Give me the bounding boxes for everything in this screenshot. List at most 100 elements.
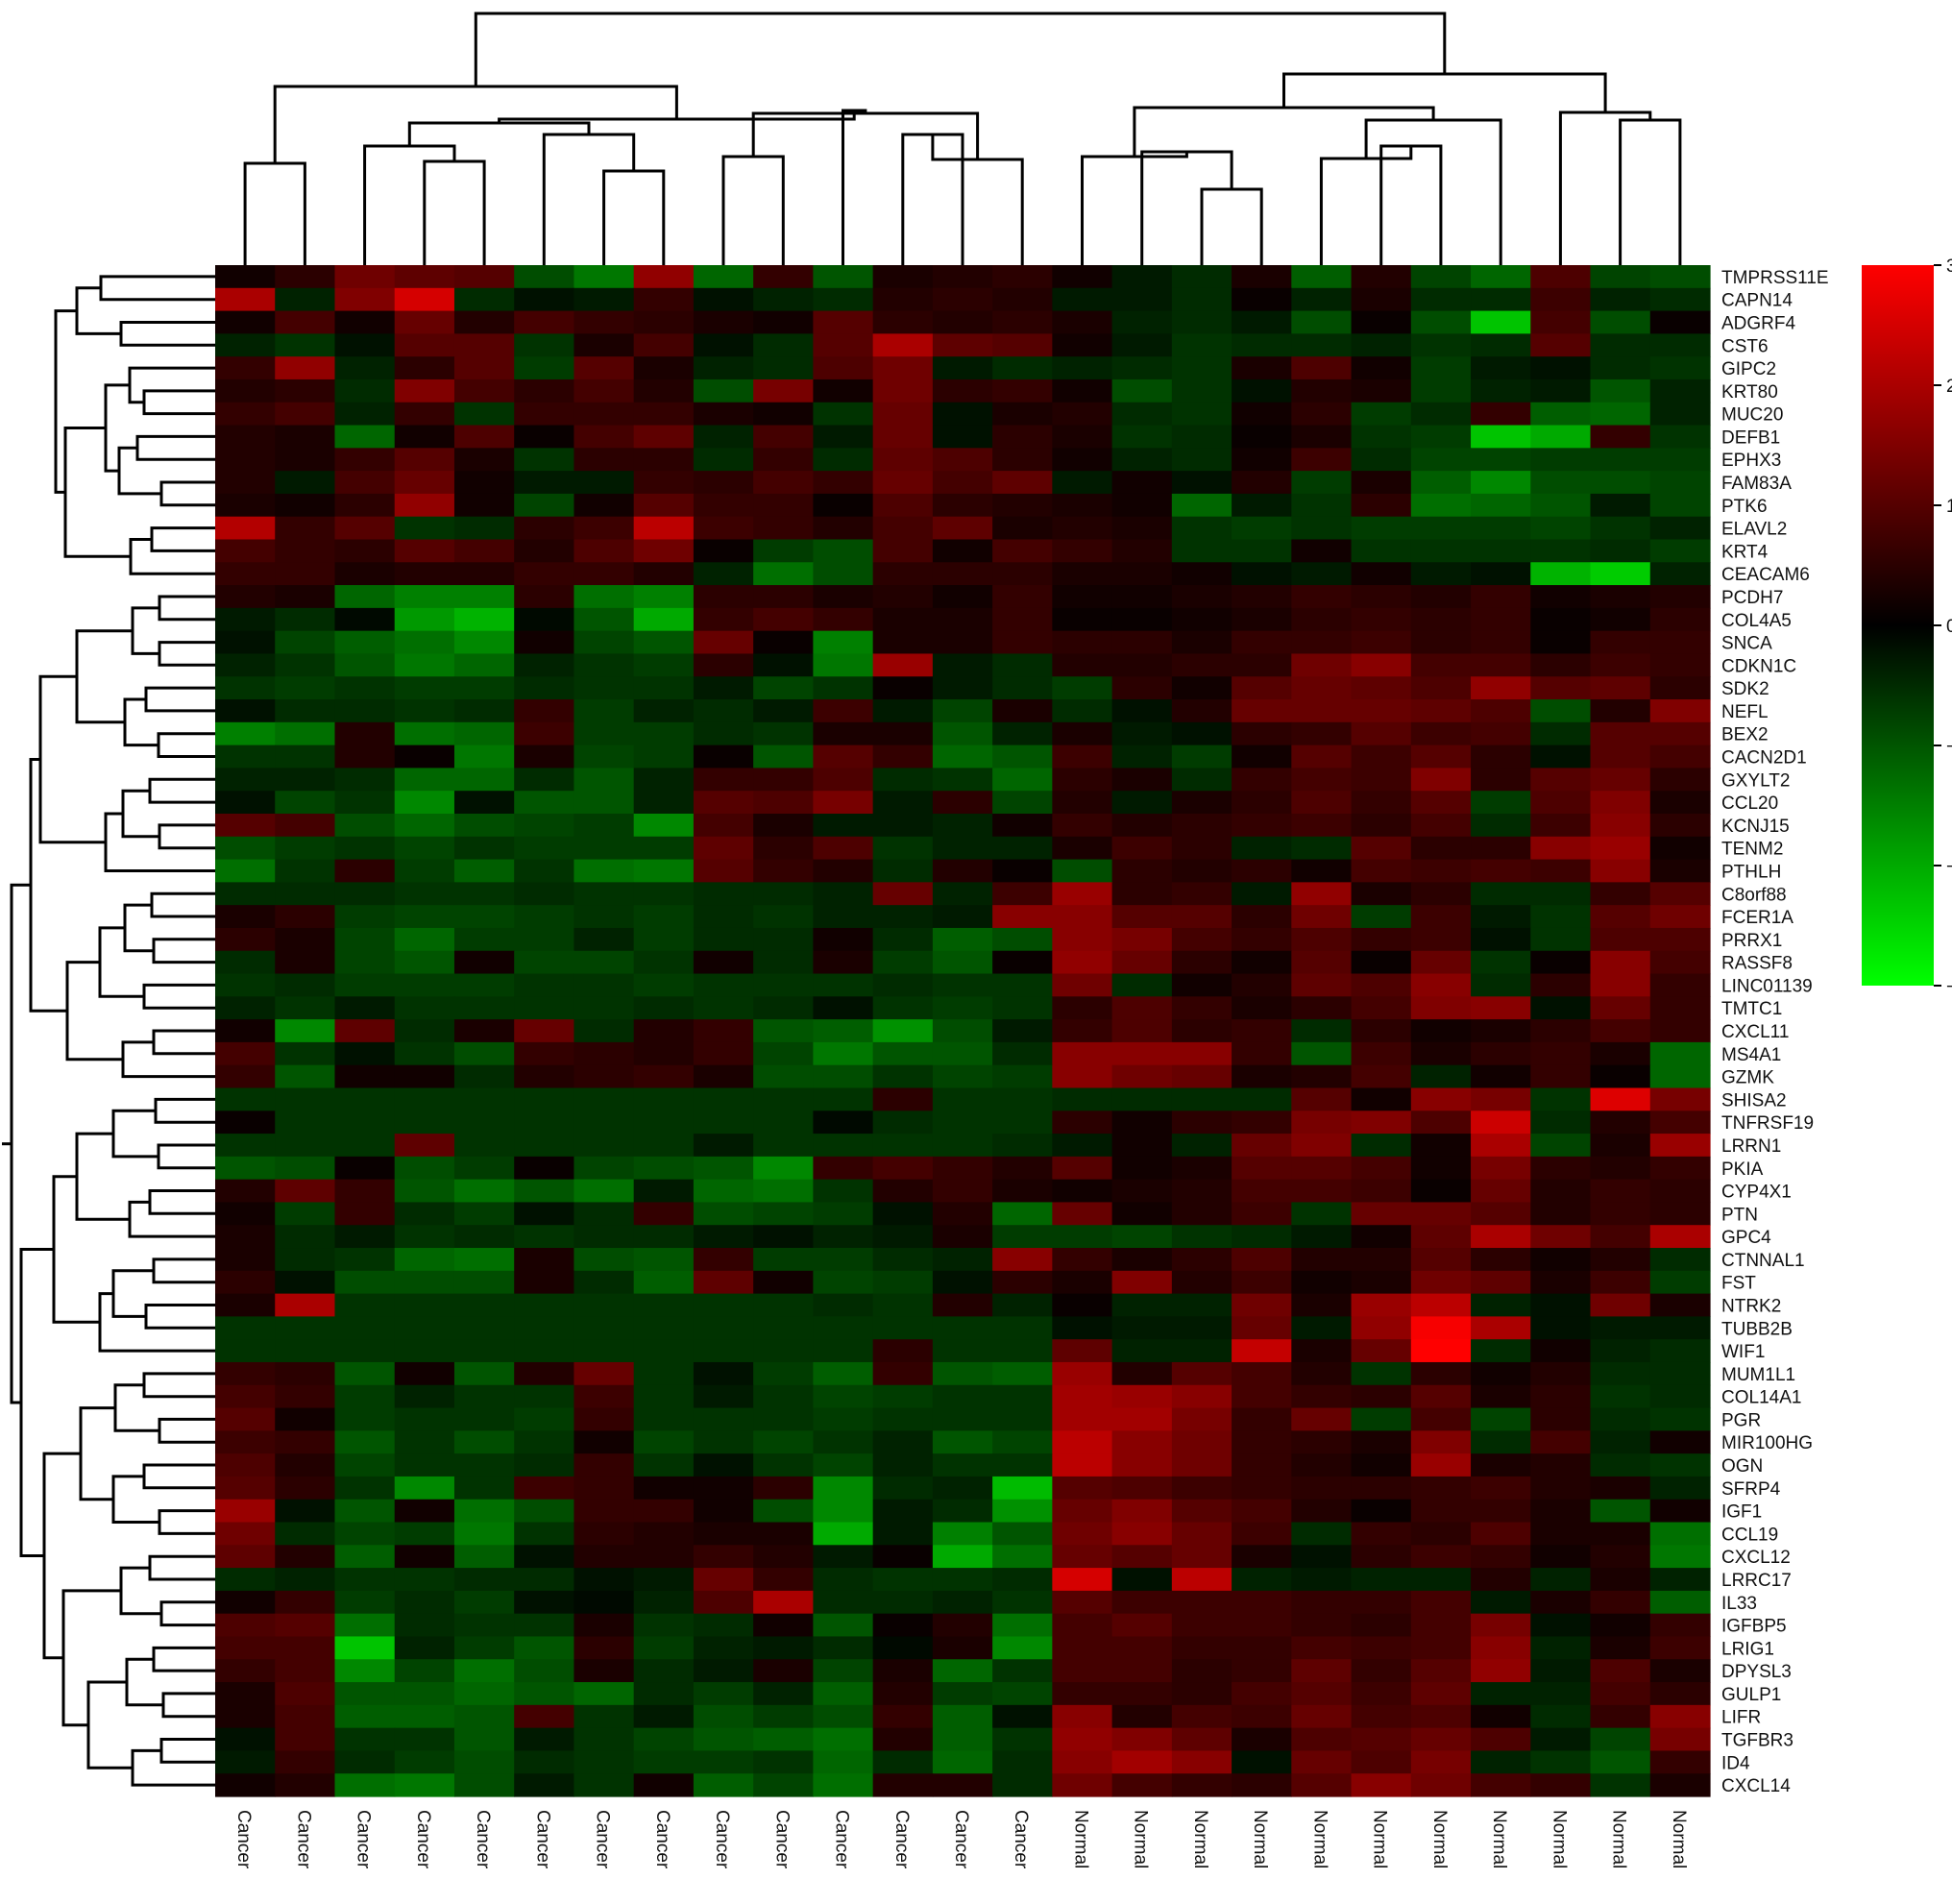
heatmap-cell bbox=[753, 585, 814, 609]
heatmap-cell bbox=[275, 699, 336, 723]
heatmap-cell bbox=[1111, 425, 1173, 449]
heatmap-cell bbox=[514, 1682, 575, 1706]
heatmap-cell bbox=[992, 768, 1053, 792]
heatmap-cell bbox=[394, 1293, 455, 1317]
heatmap-cell bbox=[334, 1339, 396, 1363]
heatmap-cell bbox=[1111, 1202, 1173, 1226]
heatmap-cell bbox=[1291, 1659, 1353, 1683]
heatmap-cell bbox=[1649, 996, 1711, 1020]
heatmap-cell bbox=[1410, 813, 1472, 838]
heatmap-cell bbox=[573, 402, 635, 427]
heatmap-cell bbox=[1171, 836, 1232, 861]
heatmap-cell bbox=[1590, 676, 1651, 700]
heatmap-cell bbox=[753, 516, 814, 541]
heatmap-cell bbox=[1291, 585, 1353, 609]
heatmap-cell bbox=[633, 1704, 695, 1729]
heatmap-cell bbox=[1052, 1041, 1113, 1066]
heatmap-cell bbox=[693, 1293, 754, 1317]
sample-label: Cancer bbox=[832, 1810, 852, 1869]
heatmap-cell bbox=[453, 1134, 515, 1158]
row-dendrogram-branch bbox=[75, 286, 121, 335]
sample-label: Normal bbox=[1609, 1810, 1629, 1868]
heatmap-cell bbox=[1649, 1248, 1711, 1272]
heatmap-cell bbox=[1471, 448, 1531, 472]
heatmap-cell bbox=[753, 1727, 814, 1752]
heatmap-cell bbox=[1590, 265, 1651, 289]
heatmap-cell bbox=[1471, 356, 1531, 380]
heatmap-cell bbox=[753, 1568, 814, 1592]
heatmap-cell bbox=[1649, 1522, 1711, 1546]
heatmap-cell bbox=[1111, 699, 1173, 723]
heatmap-cell bbox=[1649, 1134, 1711, 1158]
heatmap-cell bbox=[872, 585, 934, 609]
heatmap-cell bbox=[394, 539, 455, 563]
heatmap-cell bbox=[334, 745, 396, 769]
heatmap-cell bbox=[334, 1293, 396, 1317]
heatmap-cell bbox=[334, 768, 396, 792]
heatmap-cell bbox=[932, 676, 993, 700]
heatmap-cell bbox=[215, 516, 276, 541]
heatmap-cell bbox=[1111, 721, 1173, 746]
heatmap-cell bbox=[334, 425, 396, 449]
heatmap-cell bbox=[514, 1384, 575, 1409]
heatmap-cell bbox=[1590, 1134, 1651, 1158]
heatmap-cell bbox=[1052, 973, 1113, 997]
row-dendrogram-branch bbox=[38, 674, 106, 844]
heatmap-cell bbox=[992, 1111, 1053, 1135]
heatmap-cell bbox=[1351, 1727, 1412, 1752]
gene-label: PTN bbox=[1721, 1205, 1758, 1225]
heatmap-cell bbox=[1171, 287, 1232, 312]
heatmap-cell bbox=[932, 585, 993, 609]
heatmap-cell bbox=[1291, 1064, 1353, 1089]
heatmap-cell bbox=[1111, 836, 1173, 861]
heatmap-cell bbox=[992, 378, 1053, 403]
heatmap-cell bbox=[453, 1407, 515, 1431]
heatmap-cell bbox=[334, 1453, 396, 1477]
heatmap-cell bbox=[1351, 1636, 1412, 1660]
heatmap-cell bbox=[932, 1568, 993, 1592]
heatmap-cell bbox=[693, 1248, 754, 1272]
heatmap-cell bbox=[1351, 630, 1412, 655]
sample-label: Normal bbox=[1669, 1810, 1689, 1868]
heatmap-cell bbox=[932, 562, 993, 586]
row-dendrogram-branch bbox=[158, 1509, 215, 1535]
heatmap-cell bbox=[992, 1361, 1053, 1386]
gene-label: LRRC17 bbox=[1721, 1571, 1792, 1591]
heatmap-cell bbox=[514, 1659, 575, 1683]
heatmap-cell bbox=[215, 676, 276, 700]
row-dendrogram-branch bbox=[98, 1292, 215, 1353]
heatmap-cell bbox=[394, 1384, 455, 1409]
heatmap-cell bbox=[992, 1019, 1053, 1043]
heatmap-cell bbox=[1471, 721, 1531, 746]
heatmap-cell bbox=[1351, 973, 1412, 997]
heatmap-cell bbox=[932, 973, 993, 997]
heatmap-cell bbox=[1052, 1750, 1113, 1774]
heatmap-cell bbox=[1351, 310, 1412, 334]
heatmap-cell bbox=[1291, 1750, 1353, 1774]
heatmap-cell bbox=[1590, 1111, 1651, 1135]
heatmap-cell bbox=[1590, 1522, 1651, 1546]
heatmap-cell bbox=[872, 1064, 934, 1089]
heatmap-cell bbox=[1351, 882, 1412, 906]
heatmap-cell bbox=[813, 813, 874, 838]
heatmap-cell bbox=[394, 699, 455, 723]
heatmap-cell bbox=[1471, 836, 1531, 861]
heatmap-cell bbox=[1052, 1499, 1113, 1524]
heatmap-cell bbox=[1232, 1064, 1292, 1089]
heatmap-cell bbox=[514, 1476, 575, 1501]
heatmap-cell bbox=[1232, 1087, 1292, 1111]
heatmap-cell bbox=[813, 996, 874, 1020]
heatmap-cell bbox=[1111, 1476, 1173, 1501]
heatmap-cell bbox=[633, 1316, 695, 1340]
heatmap-cell bbox=[992, 1270, 1053, 1295]
heatmap-cell bbox=[1590, 1430, 1651, 1454]
heatmap-cell bbox=[1590, 653, 1651, 677]
color-scale-tick-label: −1 bbox=[1946, 737, 1952, 757]
heatmap-cell bbox=[514, 265, 575, 289]
heatmap-cell bbox=[1171, 1636, 1232, 1660]
heatmap-cell bbox=[1351, 493, 1412, 518]
heatmap-cell bbox=[1351, 1522, 1412, 1546]
heatmap-cell bbox=[1471, 1682, 1531, 1706]
gene-label: CDKN1C bbox=[1721, 656, 1796, 676]
heatmap-cell bbox=[1410, 516, 1472, 541]
